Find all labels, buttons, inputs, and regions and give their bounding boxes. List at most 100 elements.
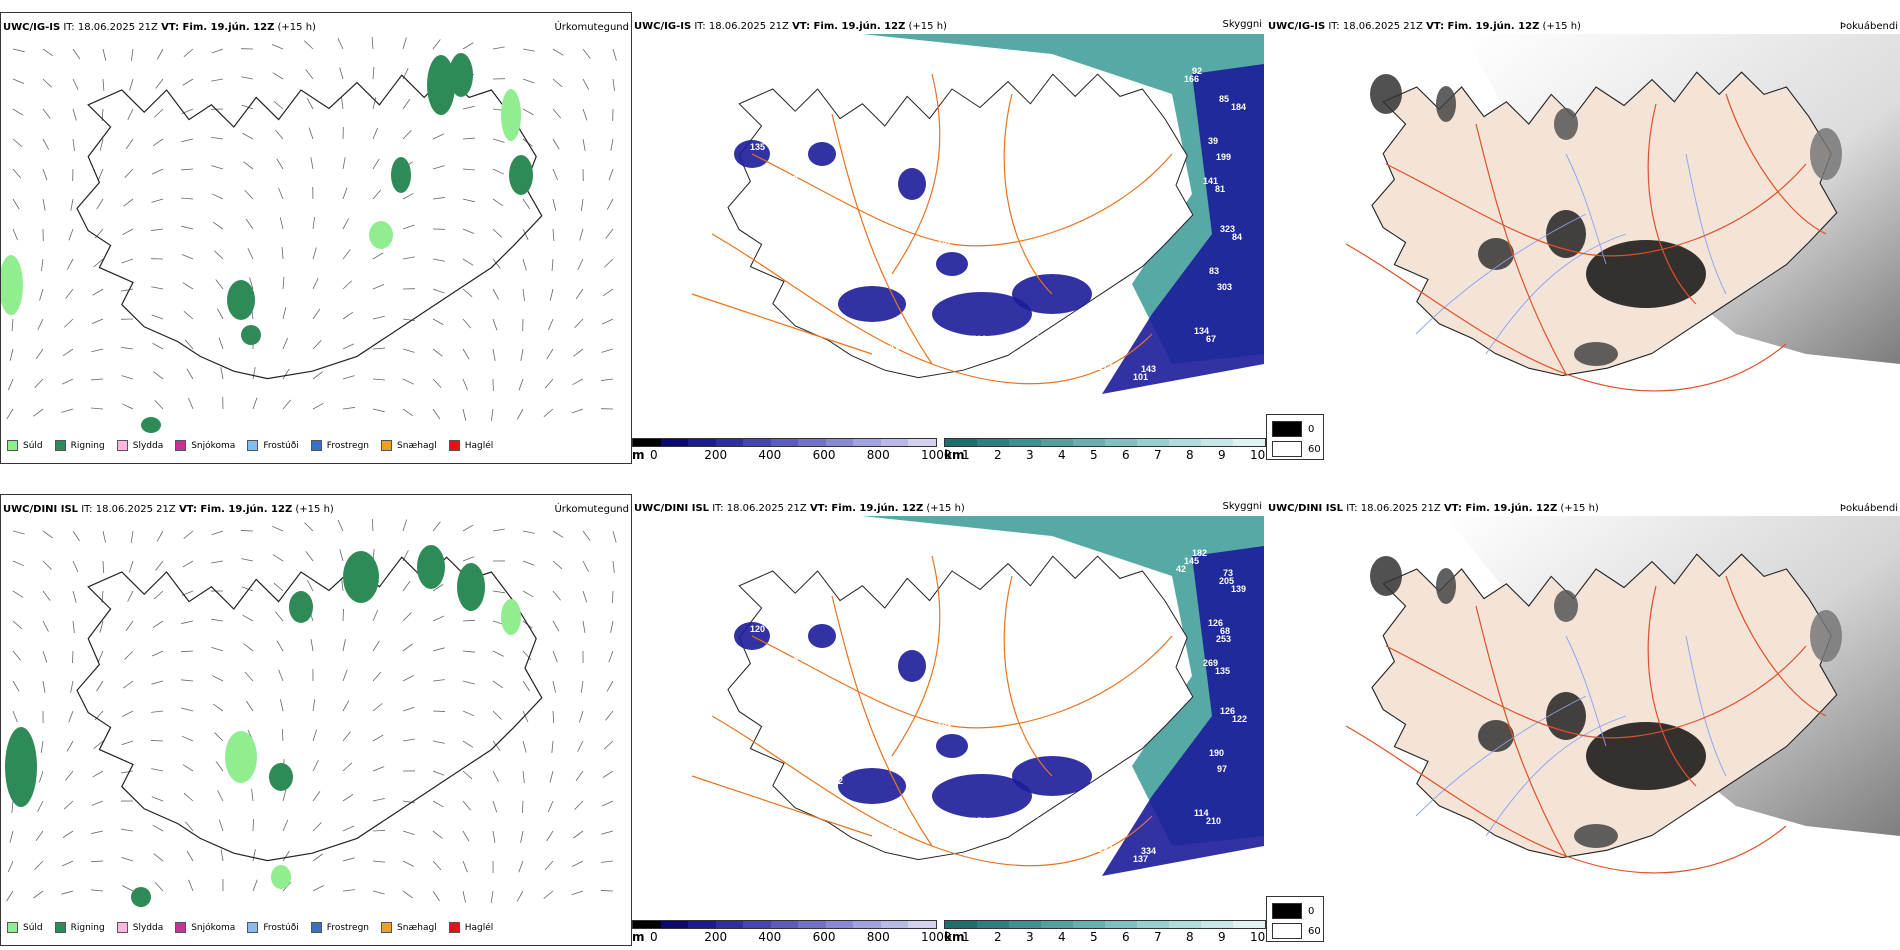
wind-barb [122, 710, 134, 717]
wind-barb [102, 48, 107, 61]
cloud-map[interactable]: 182 205 253 269 126 97 114 334 222 141 173 233 216 16… [632, 516, 1264, 914]
wind-barb [12, 590, 24, 598]
cloud-base-label: 134 [1194, 326, 1209, 336]
scale-tick: 3 [1026, 930, 1034, 944]
wind-barb [70, 680, 74, 693]
wind-barb [151, 168, 164, 175]
precip-panel-2: UWC/DINI ISL IT: 18.06.2025 21Z VT: Fim.… [0, 494, 632, 946]
cloud-map[interactable]: 92 85 199 141 323 303 134 143 113 103 116 416 219 223… [632, 34, 1264, 432]
wind-barb [372, 127, 378, 140]
wind-barb [462, 830, 470, 842]
legend-label: Súld [23, 922, 43, 933]
teal-visibility [862, 34, 1264, 364]
fog-map[interactable] [1266, 516, 1900, 914]
road [1725, 93, 1827, 235]
wind-barb [121, 347, 134, 350]
wind-barb [240, 530, 254, 532]
iceland-land [1371, 553, 1838, 859]
wind-barb [546, 830, 554, 842]
road [1003, 93, 1053, 295]
wind-barb [312, 247, 317, 260]
wind-barb [522, 710, 529, 723]
wind-barb [577, 258, 584, 270]
precip-legend-item: Frostúði [247, 440, 299, 451]
wind-barb [432, 890, 440, 902]
wind-barb [571, 890, 584, 896]
legend-label: 0 [1308, 905, 1315, 917]
wind-barb [121, 770, 134, 774]
wind-barb [601, 830, 614, 835]
cloud-base-label: 50 [881, 808, 891, 818]
legend-label: Súld [23, 440, 43, 451]
wind-barb [90, 860, 104, 863]
wind-barb [462, 650, 475, 653]
fog-patch [1436, 86, 1456, 122]
wind-barb [271, 525, 284, 532]
wind-barb [544, 378, 554, 389]
scale-step [1009, 921, 1041, 928]
wind-barb [271, 44, 284, 50]
cloud-base-label: 70 [1037, 334, 1047, 344]
wind-barb [462, 740, 474, 748]
wind-barb [402, 581, 411, 592]
cloud-base-label: 74 [1090, 346, 1100, 356]
wind-barb [582, 78, 590, 90]
precip-map-svg [5, 518, 617, 907]
wind-barb [183, 530, 194, 539]
precip-patch [457, 563, 485, 611]
wind-barb [522, 740, 527, 753]
scale-step [743, 439, 771, 446]
wind-barb [153, 590, 164, 600]
wind-barb [252, 879, 258, 892]
scale-step [1009, 439, 1041, 446]
wind-barb [276, 640, 284, 652]
wind-barb [34, 860, 44, 870]
wind-barb [462, 288, 473, 298]
wind-barb [432, 521, 441, 532]
row-1: UWC/IG-IS IT: 18.06.2025 21Z VT: Fim. 19… [0, 0, 1900, 470]
wind-barb [462, 198, 475, 203]
wind-barb [612, 590, 614, 604]
cloud-base-label: 135 [750, 142, 765, 152]
wind-barb [432, 165, 445, 170]
wind-barb [372, 97, 377, 110]
fog-map[interactable] [1266, 34, 1900, 432]
wind-barb [522, 530, 535, 534]
wind-barb [582, 138, 586, 151]
cloud-base-scale: m 0 200 400 600 800 1000 [632, 920, 952, 944]
wind-barb [281, 247, 284, 260]
legend-label: Slydda [132, 922, 164, 933]
wind-barb [543, 890, 554, 899]
wind-barb [123, 680, 134, 689]
wind-barb [91, 348, 104, 353]
wind-barb [62, 830, 74, 838]
model-name: UWC/DINI ISL [634, 503, 710, 514]
wind-barb [130, 530, 134, 543]
wind-barb [122, 885, 134, 892]
precip-map[interactable] [1, 35, 631, 433]
wind-barb [312, 278, 319, 290]
it-label: IT: [1328, 21, 1340, 32]
cloud-base-label: 210 [1206, 816, 1221, 826]
legend-swatch [310, 440, 322, 451]
scale-tick: 400 [758, 930, 782, 944]
teal-visibility [862, 516, 1264, 846]
wind-barb [518, 860, 524, 873]
wind-barb [12, 108, 24, 116]
wind-barb [601, 378, 614, 381]
fog-patch [1436, 568, 1456, 604]
lead-time: (+15 h) [1542, 21, 1581, 32]
wind-barb [572, 378, 584, 386]
cloud-base-scale: m 0 200 400 600 800 1000 [632, 438, 952, 462]
legend-swatch [1272, 903, 1302, 919]
wind-barb [492, 740, 501, 751]
wind-barb [551, 258, 554, 271]
wind-barb [154, 108, 164, 118]
cloud-base-label: 59 [1037, 816, 1047, 826]
wind-barbs [6, 37, 617, 421]
precip-map[interactable] [1, 517, 631, 915]
wind-barb [372, 378, 385, 381]
wind-barb [402, 98, 411, 110]
wind-barb [151, 314, 164, 320]
wind-barb [312, 371, 323, 380]
